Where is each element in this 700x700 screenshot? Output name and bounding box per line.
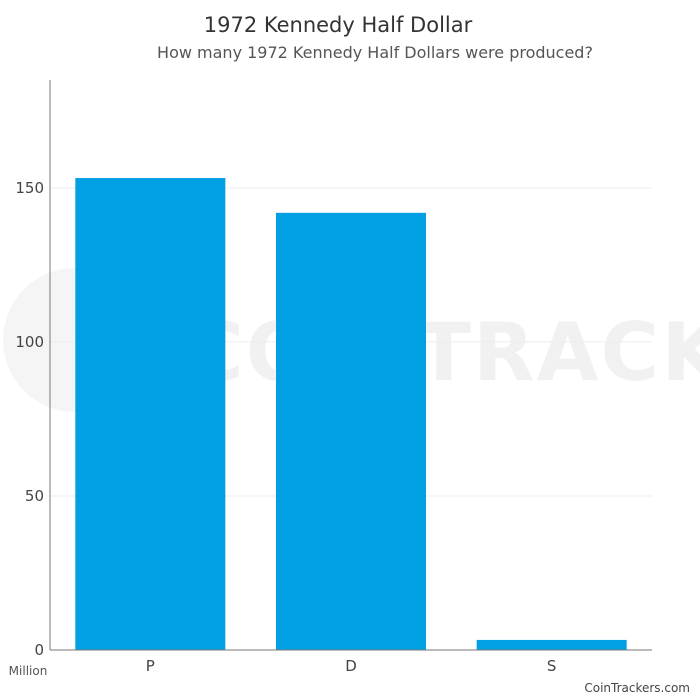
- x-tick-label: D: [345, 657, 357, 675]
- credit-link[interactable]: CoinTrackers.com: [584, 681, 690, 695]
- chart-subtitle: How many 1972 Kennedy Half Dollars were …: [157, 43, 593, 62]
- y-tick-label: 150: [15, 179, 44, 197]
- bar-d[interactable]: [276, 212, 426, 650]
- bar-p[interactable]: [75, 178, 226, 651]
- y-unit-label: Million: [9, 664, 48, 678]
- y-tick-label: 100: [15, 333, 44, 351]
- bar-s[interactable]: [476, 639, 627, 650]
- chart-title: 1972 Kennedy Half Dollar: [204, 13, 473, 37]
- bars: [75, 178, 627, 651]
- x-tick-label: P: [146, 657, 155, 675]
- y-tick-label: 50: [25, 487, 44, 505]
- watermark-text: COINTRACKERS: [185, 306, 700, 399]
- y-tick-label: 0: [34, 641, 44, 659]
- y-axis-ticks: 0 50 100 150: [15, 179, 44, 659]
- x-tick-label: S: [547, 657, 557, 675]
